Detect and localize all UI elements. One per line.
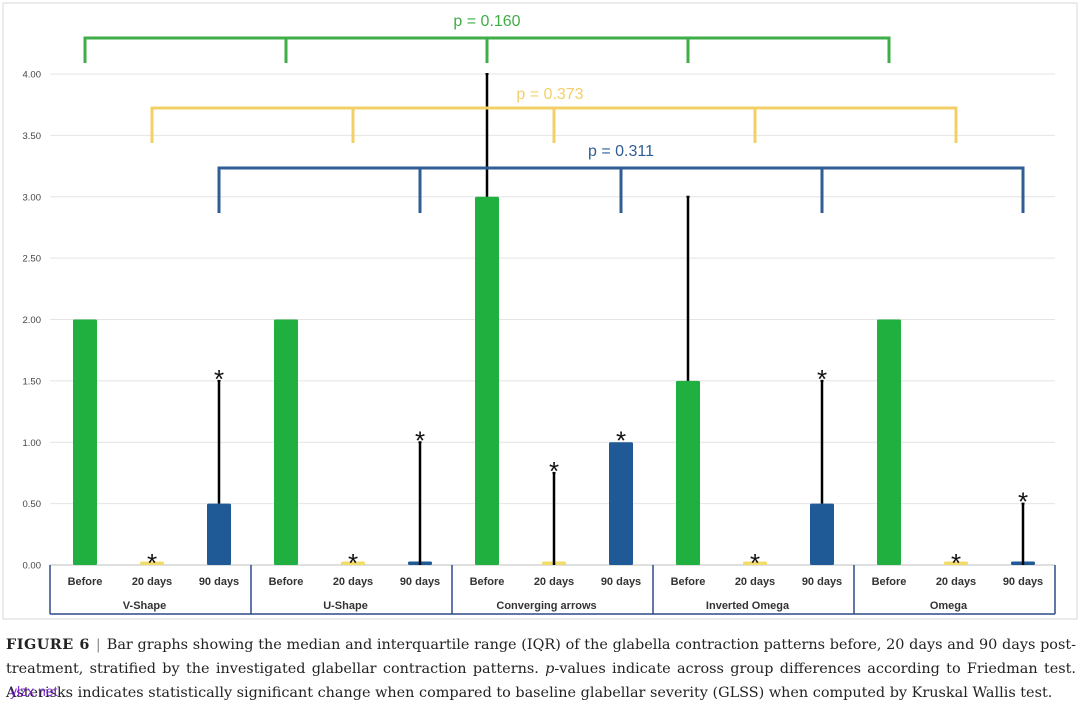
y-tick-label: 0.00: [23, 561, 42, 572]
p-value-brackets: p = 0.160 p = 0.373 p = 0.311: [83, 13, 1025, 213]
bar-20-days-v-shape: [140, 561, 164, 565]
group-label: Converging arrows: [496, 600, 596, 612]
watermark: ylzx.net: [10, 683, 58, 699]
x-tick-label: 90 days: [199, 576, 239, 588]
significance-star: *: [817, 364, 827, 394]
group-label: U-Shape: [323, 600, 368, 612]
y-tick-label: 1.00: [23, 438, 42, 449]
y-tick-label: 4.00: [23, 70, 42, 81]
bracket-20-days: p = 0.373: [150, 86, 958, 143]
bar-20-days-inverted-omega: [743, 561, 767, 565]
x-tick-label: 20 days: [735, 576, 775, 588]
significance-star: *: [214, 364, 224, 394]
bar-before-omega: [877, 319, 901, 565]
figure-label: FIGURE 6: [6, 636, 90, 653]
bracket-before: p = 0.160: [83, 13, 891, 63]
group-label: Omega: [930, 600, 968, 612]
x-tick-label: 20 days: [936, 576, 976, 588]
bar-90-days-v-shape: [207, 503, 231, 565]
x-tick-label: Before: [269, 576, 304, 588]
bar-90-days-inverted-omega: [810, 503, 834, 565]
x-tick-label: Before: [470, 576, 505, 588]
p-value-label: p = 0.373: [516, 86, 583, 103]
y-tick-label: 2.50: [23, 254, 42, 265]
significance-star: *: [348, 548, 358, 578]
bar-before-converging-arrows: [475, 196, 499, 565]
y-axis: 0.00 0.50 1.00 1.50 2.00 2.50 3.00 3.50 4.00: [23, 70, 42, 572]
significance-star: *: [415, 425, 425, 455]
y-tick-label: 0.50: [23, 499, 42, 510]
caption-text-2: -values indicate across group difference…: [6, 661, 1076, 701]
bar-before-u-shape: [274, 319, 298, 565]
significance-star: *: [616, 425, 626, 455]
x-tick-label: 20 days: [132, 576, 172, 588]
y-tick-label: 3.50: [23, 131, 42, 142]
bar-before-v-shape: [73, 319, 97, 565]
bar-20-days-omega: [944, 561, 968, 565]
x-tick-label: 20 days: [534, 576, 574, 588]
x-tick-label: Before: [671, 576, 706, 588]
x-tick-label: Before: [872, 576, 907, 588]
x-tick-label: 90 days: [400, 576, 440, 588]
significance-star: *: [549, 456, 559, 486]
bar-90-days-converging-arrows: [609, 442, 633, 565]
significance-star: *: [750, 548, 760, 578]
significance-star: *: [1018, 487, 1028, 517]
bracket-90-days: p = 0.311: [217, 143, 1025, 213]
error-bars: [217, 73, 1025, 565]
caption-text-1: Bar graphs showing the median and interq…: [6, 637, 1076, 677]
significance-stars: * * * * * * * * * *: [147, 364, 1028, 578]
bar-before-inverted-omega: [676, 380, 700, 565]
x-tick-label: 90 days: [1003, 576, 1043, 588]
y-tick-label: 3.00: [23, 192, 42, 203]
x-tick-label: Before: [68, 576, 103, 588]
p-value-label: p = 0.160: [453, 13, 520, 30]
bar-20-days-u-shape: [341, 561, 365, 565]
y-tick-label: 1.50: [23, 376, 42, 387]
figure-caption: FIGURE 6 | Bar graphs showing the median a…: [6, 633, 1076, 705]
group-label: V-Shape: [123, 600, 166, 612]
p-value-label: p = 0.311: [588, 143, 654, 160]
x-tick-label: 20 days: [333, 576, 373, 588]
x-tick-label: 90 days: [601, 576, 641, 588]
bars: [73, 196, 1035, 565]
significance-star: *: [951, 548, 961, 578]
caption-p-italic: p: [545, 661, 555, 677]
x-axis: Before 20 days 90 days V-Shape Before 20 days…: [49, 565, 1056, 615]
y-tick-label: 2.00: [23, 315, 42, 326]
x-tick-label: 90 days: [802, 576, 842, 588]
bar-chart: 0.000.501.001.502.002.503.003.504.00 ***…: [2, 2, 1078, 620]
caption-separator: |: [95, 637, 101, 653]
group-label: Inverted Omega: [706, 600, 790, 612]
significance-star: *: [147, 548, 157, 578]
